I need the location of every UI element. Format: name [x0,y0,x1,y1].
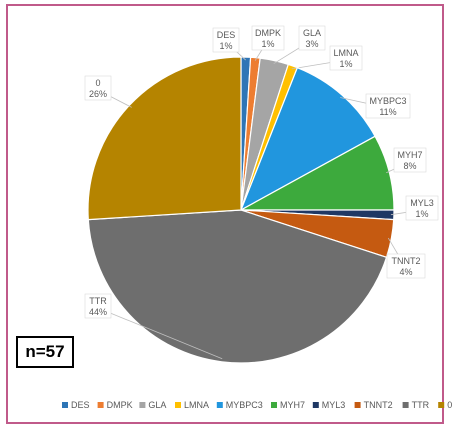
pie-slice-ttr [87,209,388,364]
legend-swatch-mybpc3 [216,402,223,408]
data-label-value: 44% [89,307,107,317]
pie-slice-0 [87,56,242,221]
legend-label-gla: GLA [148,400,166,410]
legend-swatch-lmna [175,402,181,408]
legend-swatch-0 [438,402,445,408]
data-label-name: TTR [89,296,107,306]
legend-label-ttr: TTR [412,400,430,410]
legend-label-myl3: MYL3 [322,400,346,410]
data-label-value: 1% [339,59,352,69]
data-label-name: DMPK [255,28,281,38]
legend-swatch-des [62,402,68,408]
legend-swatch-myh7 [271,402,277,408]
legend-label-0: 0 [447,400,452,410]
data-label-value: 1% [415,209,428,219]
legend-swatch-gla [139,402,146,408]
legend-label-tnnt2: TNNT2 [364,400,393,410]
leader-line-ttr [97,307,223,360]
data-label-value: 3% [305,39,318,49]
sample-size-label: n=57 [25,342,65,361]
legend-swatch-myl3 [312,402,319,408]
legend-swatch-ttr [402,402,409,408]
pie-slice-mybpc3 [239,66,376,212]
data-label-name: LMNA [333,48,358,58]
data-label-name: MYBPC3 [369,96,406,106]
legend-label-mybpc3: MYBPC3 [226,400,263,410]
data-label-name: GLA [303,28,321,38]
data-label-name: 0 [95,78,100,88]
legend-label-lmna: LMNA [184,400,209,410]
data-label-value: 1% [219,41,232,51]
sample-size-box: n=57 [16,336,74,368]
data-label-name: TNNT2 [392,256,421,266]
data-label-value: 4% [399,267,412,277]
legend-label-myh7: MYH7 [280,400,305,410]
legend-swatch-dmpk [97,402,104,408]
data-label-value: 1% [261,39,274,49]
data-label-name: MYL3 [410,198,434,208]
legend-swatch-tnnt2 [354,402,361,408]
data-label-name: DES [217,30,236,40]
legend-label-dmpk: DMPK [107,400,133,410]
data-label-name: MYH7 [397,150,422,160]
data-label-value: 26% [89,89,107,99]
data-label-value: 8% [403,161,416,171]
legend-label-des: DES [71,400,90,410]
data-label-0: 026% [84,75,112,101]
data-label-value: 11% [379,107,396,117]
